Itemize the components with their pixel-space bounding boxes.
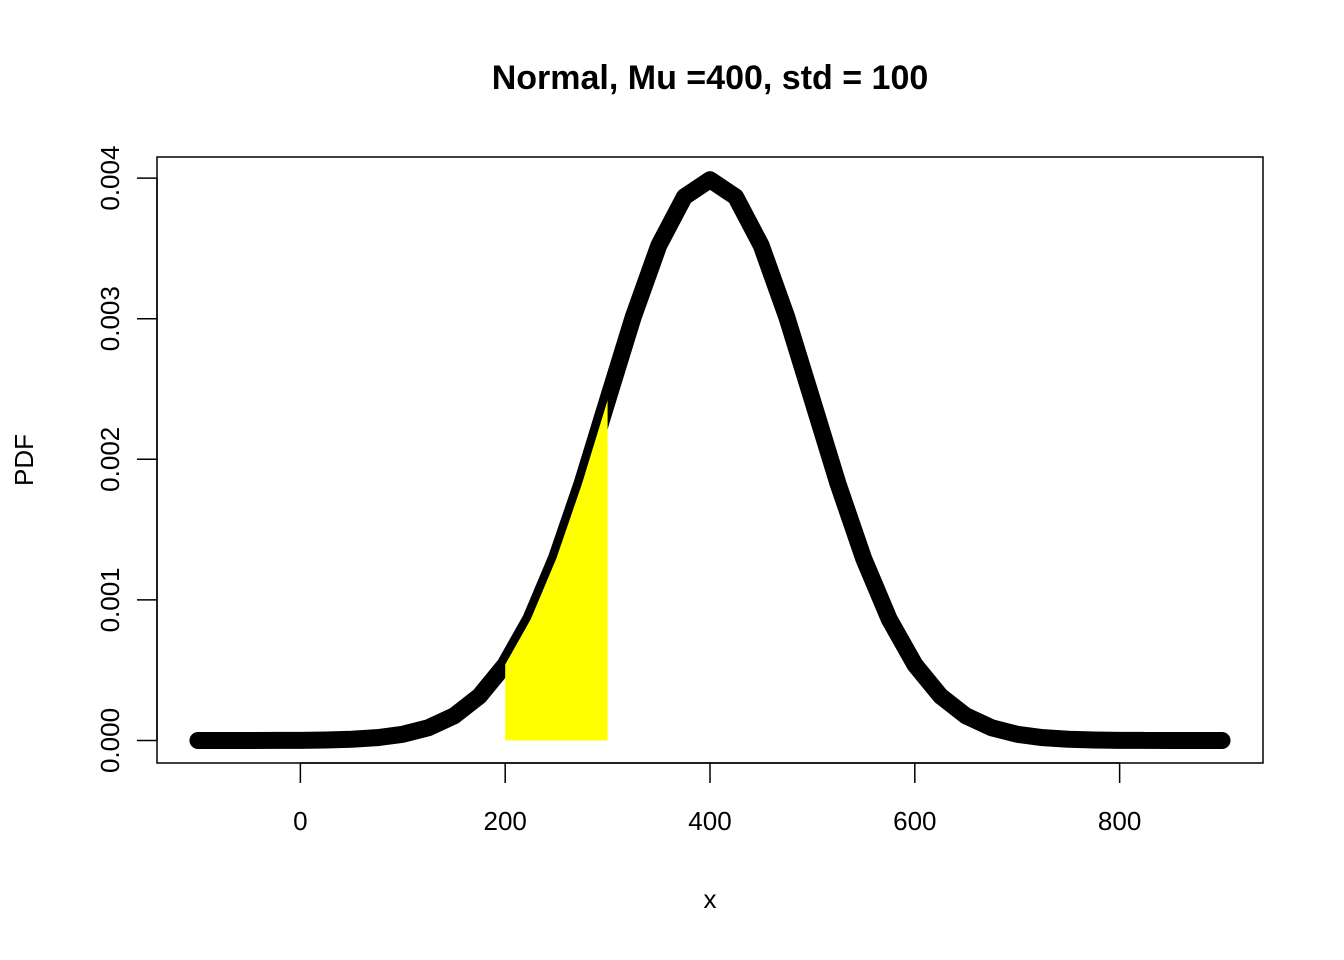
y-tick-label: 0.000: [95, 708, 125, 773]
pdf-curve: [189, 171, 1231, 750]
x-tick-label: 0: [293, 806, 307, 836]
y-tick-label: 0.001: [95, 567, 125, 632]
x-axis-label: x: [704, 884, 717, 914]
chart-title: Normal, Mu =400, std = 100: [492, 59, 929, 97]
x-tick-label: 600: [893, 806, 936, 836]
x-tick-label: 800: [1098, 806, 1141, 836]
y-tick-label: 0.002: [95, 427, 125, 492]
shaded-area: [505, 400, 608, 741]
y-tick-label: 0.004: [95, 146, 125, 211]
y-tick-label: 0.003: [95, 286, 125, 351]
x-tick-label: 400: [688, 806, 731, 836]
y-axis-label: PDF: [9, 434, 39, 486]
plot-box: [156, 156, 1264, 764]
x-tick-label: 200: [483, 806, 526, 836]
